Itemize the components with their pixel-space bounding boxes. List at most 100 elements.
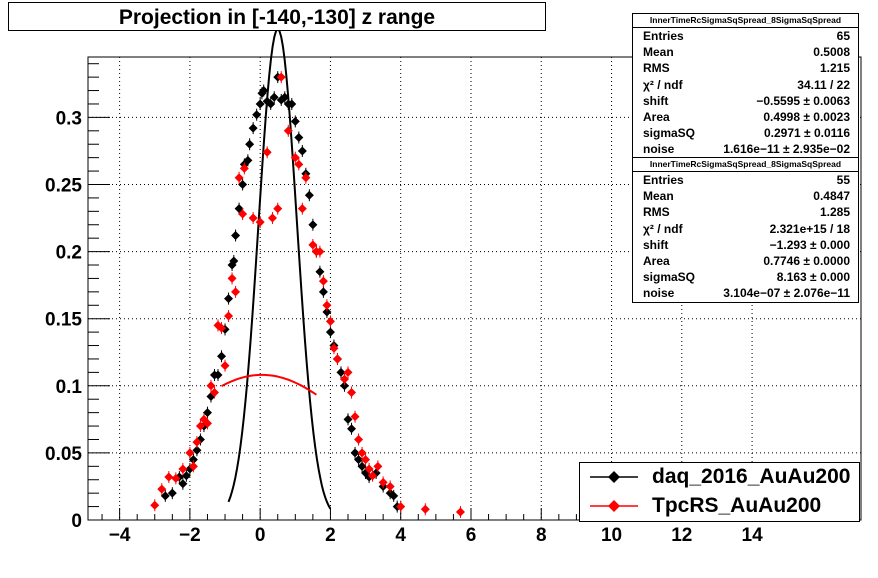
tpcrs-point <box>420 504 430 514</box>
tpcrs-point <box>385 481 395 491</box>
tpcrs-point <box>315 247 325 257</box>
y-tick-label: 0.3 <box>56 108 82 129</box>
stats-key: Entries <box>643 173 684 187</box>
stats-key: RMS <box>643 205 670 220</box>
legend-marker-tpcrs <box>590 500 638 512</box>
stats-value: 65 <box>836 29 850 43</box>
tpcrs-point <box>157 484 167 494</box>
tpcrs-point <box>185 448 195 458</box>
legend-label-daq: daq_2016_AuAu200 <box>652 465 851 488</box>
plot-frame <box>87 56 862 521</box>
daq-point <box>315 267 325 277</box>
daq-point <box>354 455 364 465</box>
tpcrs-point <box>332 354 342 364</box>
stats-key: Entries <box>643 29 684 43</box>
x-tick-label: 14 <box>742 525 764 546</box>
x-tick-label: −2 <box>179 525 201 546</box>
stats-key: sigmaSQ <box>643 270 696 285</box>
x-tick-label: 0 <box>255 525 266 546</box>
stats-value: 55 <box>836 173 850 187</box>
tpcrs-point <box>301 173 311 183</box>
x-tick-label: 12 <box>671 525 692 546</box>
stats-value: −0.5595 ± 0.0063 <box>756 93 850 108</box>
stats-value: 8.163 ± 0.000 <box>776 270 850 285</box>
x-tick-label: 2 <box>325 525 336 546</box>
chart-title: Projection in [-140,-130] z range <box>8 2 546 31</box>
daq-point <box>318 287 328 297</box>
tpcrs-point <box>361 455 371 465</box>
daq-point <box>229 256 239 266</box>
tpcrs-point <box>354 434 364 444</box>
daq-point <box>304 190 314 200</box>
stats-key: shift <box>643 237 669 252</box>
daq-point <box>266 99 276 109</box>
tpcrs-point <box>350 412 360 422</box>
tpcrs-point <box>224 311 234 321</box>
daq-point <box>160 491 170 501</box>
stats-value: 0.7746 ± 0.0000 <box>763 253 850 268</box>
tpcrs-point <box>267 213 277 223</box>
stats-row: χ² / ndf 2.321e+15 / 18 <box>633 221 858 237</box>
daq-point <box>339 381 349 391</box>
tpcrs-point <box>329 343 339 353</box>
daq-point <box>224 294 234 304</box>
tpcrs-point <box>364 464 374 474</box>
daq-point <box>178 479 188 489</box>
tpcrs-point <box>373 461 383 471</box>
stats-key: sigmaSQ <box>643 126 696 141</box>
fit-curve <box>221 373 317 396</box>
stats-value: 0.2971 ± 0.0116 <box>764 126 850 141</box>
stats-key: χ² / ndf <box>643 77 683 92</box>
daq-point <box>322 307 332 317</box>
tpcrs-point <box>297 204 307 214</box>
stats-row: Entries 65 <box>633 28 858 44</box>
daq-point <box>181 471 191 481</box>
tpcrs-point <box>192 437 202 447</box>
daq-point <box>167 488 177 498</box>
stats-value: −1.293 ± 0.000 <box>769 237 850 252</box>
stats-row: RMS 1.285 <box>633 204 858 220</box>
stats-row: Mean 0.4847 <box>633 188 858 204</box>
daq-point <box>269 92 279 102</box>
stats-key: shift <box>643 93 669 108</box>
tpcrs-point <box>283 126 293 136</box>
legend: daq_2016_AuAu200 TpcRS_AuAu200 <box>579 462 860 522</box>
tpcrs-point <box>202 418 212 428</box>
stats-key: noise <box>643 142 675 157</box>
tpcrs-point <box>273 204 283 214</box>
stats-row: sigmaSQ 8.163 ± 0.000 <box>633 269 858 285</box>
y-tick-label: 0.25 <box>45 175 82 196</box>
stats-box-title: InnerTimeRcSigmaSqSpread_8SigmaSqSpread <box>633 14 858 28</box>
daq-point <box>213 370 223 380</box>
tpcrs-point <box>347 388 357 398</box>
stats-value: 1.285 <box>819 205 850 220</box>
daq-point <box>192 445 202 455</box>
tpcrs-point <box>396 502 406 512</box>
tpcrs-point <box>220 361 230 371</box>
daq-point <box>347 424 357 434</box>
stats-value: 0.4998 ± 0.0023 <box>763 109 850 124</box>
tpcrs-point <box>255 217 265 227</box>
tpcrs-point <box>276 72 286 82</box>
x-tick-label: 6 <box>466 525 477 546</box>
stats-row: sigmaSQ 0.2971 ± 0.0116 <box>633 125 858 141</box>
data-marks <box>150 71 465 518</box>
tpcrs-point <box>368 471 378 481</box>
daq-point <box>217 351 227 361</box>
daq-point <box>336 367 346 377</box>
stats-box-daq: InnerTimeRcSigmaSqSpread_8SigmaSqSpread … <box>632 13 859 159</box>
daq-point <box>290 116 300 126</box>
tpcrs-point <box>171 473 181 483</box>
y-tick-label: 0 <box>71 511 82 532</box>
tpcrs-point <box>217 323 227 333</box>
tpcrs-point <box>195 421 205 431</box>
stats-key: noise <box>643 286 675 301</box>
legend-entry-daq: daq_2016_AuAu200 <box>580 463 859 491</box>
daq-point <box>350 448 360 458</box>
daq-point <box>202 408 212 418</box>
tpcrs-point <box>308 240 318 250</box>
tpcrs-point <box>248 213 258 223</box>
stats-row: shift −1.293 ± 0.000 <box>633 237 858 253</box>
daq-point <box>245 139 255 149</box>
daq-point <box>259 86 269 96</box>
